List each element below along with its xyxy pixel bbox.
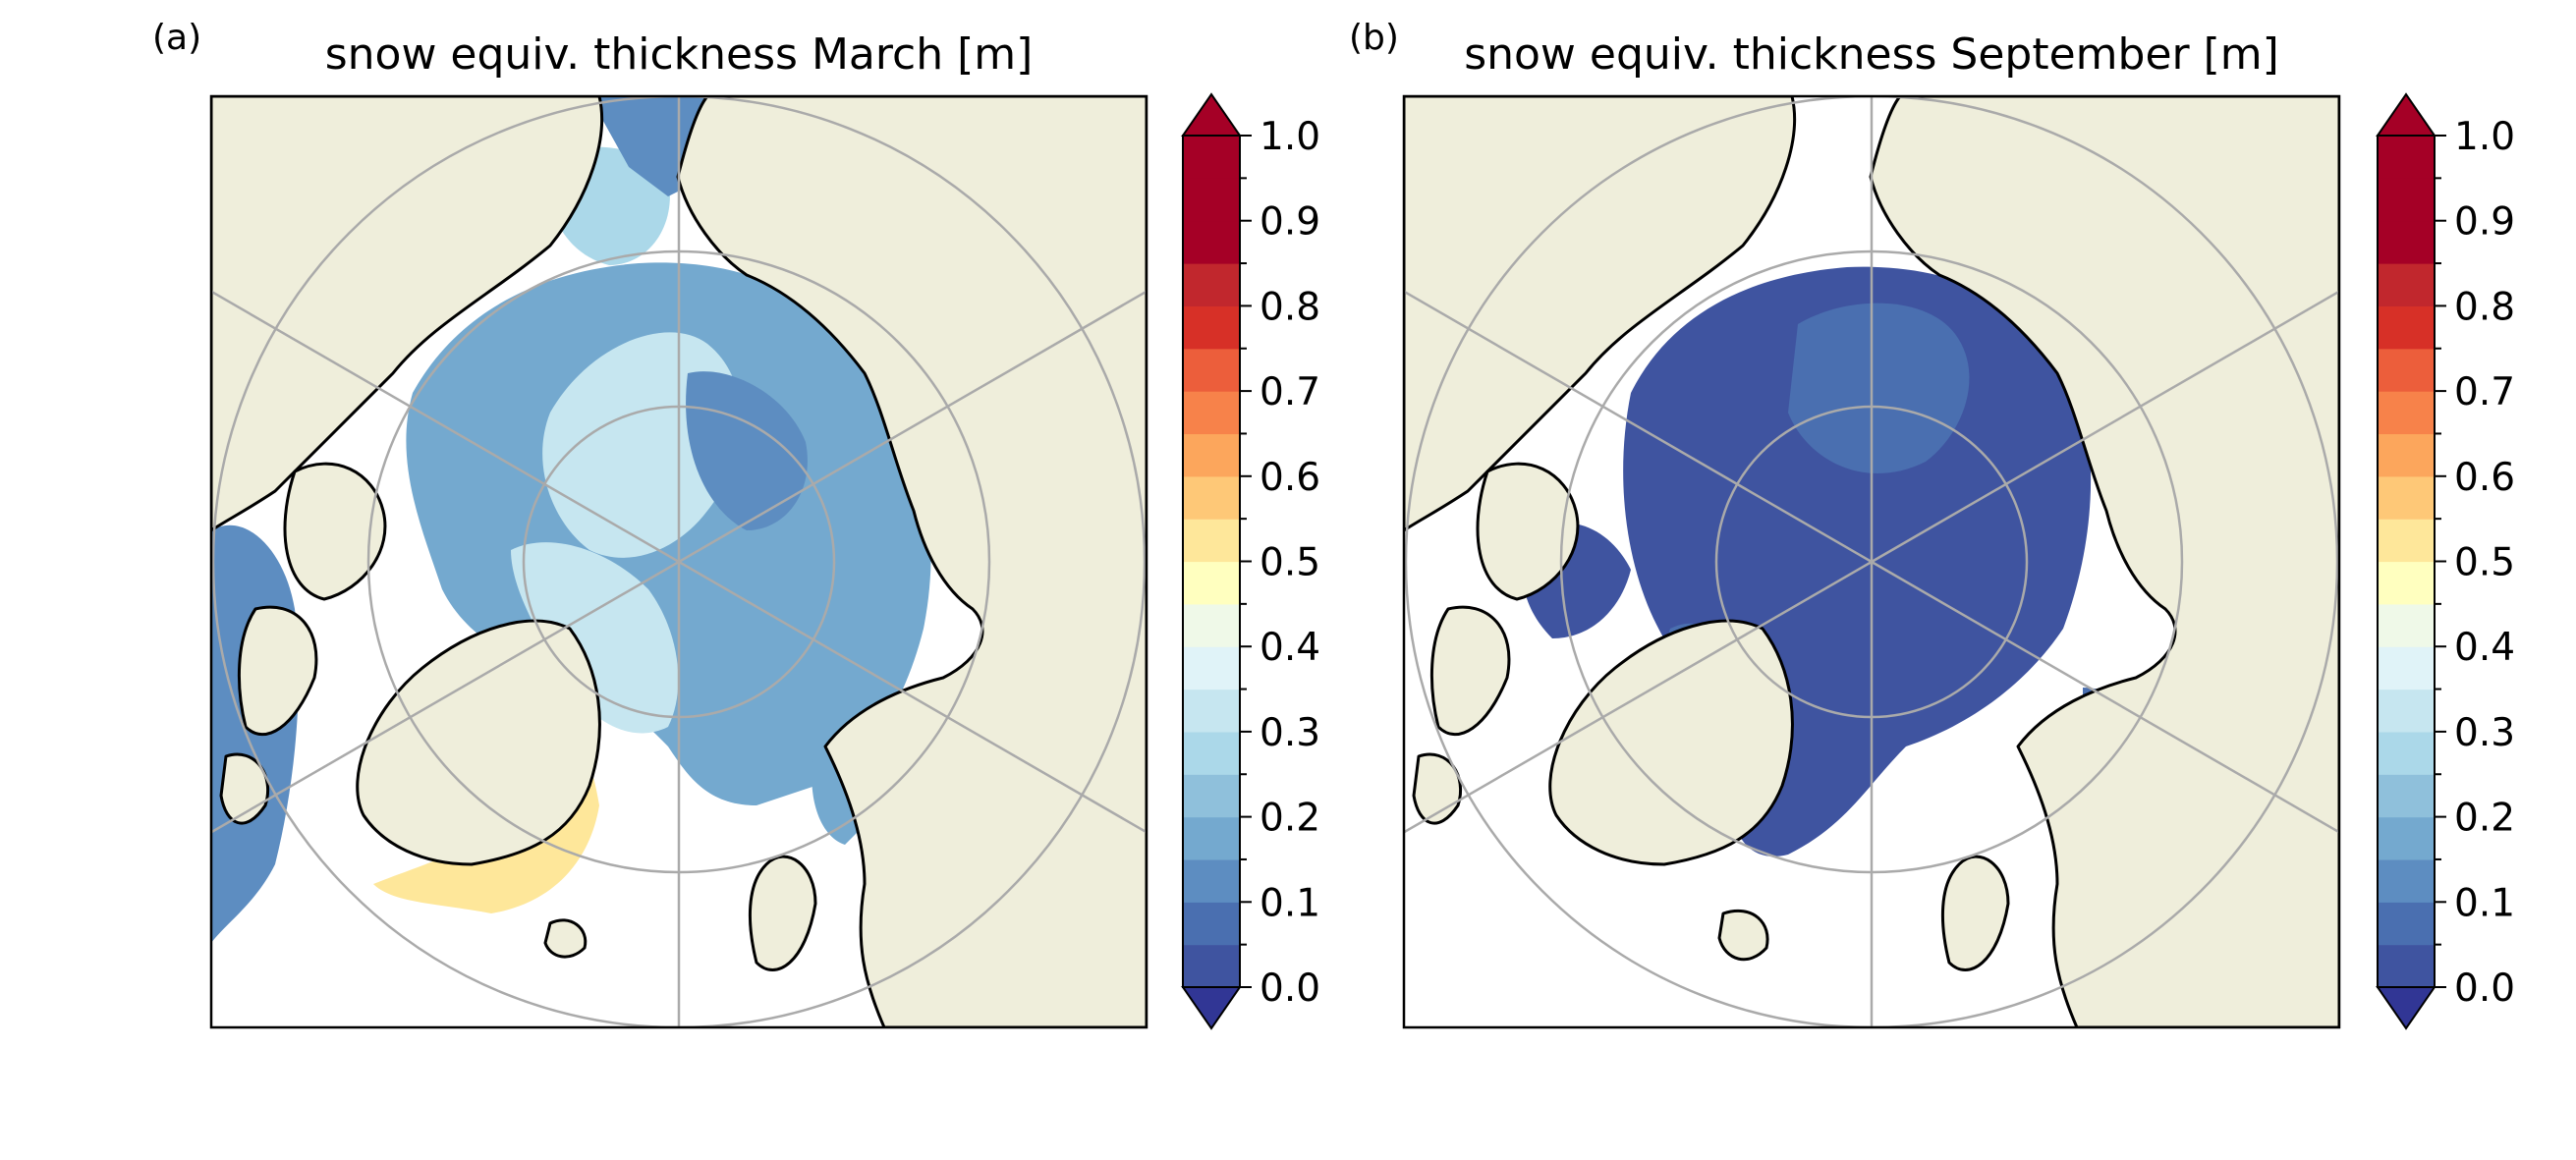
colorbar-band: [2378, 774, 2435, 818]
colorbar-band: [1183, 858, 1240, 903]
colorbar-band: [1183, 944, 1240, 988]
colorbar-tick-label: 0.9: [1260, 200, 1320, 245]
panel-a-map: [211, 96, 1147, 1027]
panel-a-colorbar-bands: [1181, 92, 1242, 1030]
colorbar-band: [2378, 902, 2435, 946]
panel-a-label: (a): [152, 18, 201, 58]
colorbar-tick-label: 0.3: [2454, 711, 2515, 755]
colorbar-tick-label: 0.6: [2454, 456, 2515, 500]
panel-b-colorbar: 0.0 0.1 0.2 0.3 0.4 0.5 0.6 0.7 0.8 0.9 1.0: [2376, 92, 2515, 1030]
colorbar-band: [1183, 646, 1240, 690]
panel-b-title: snow equiv. thickness September [m]: [1464, 29, 2279, 80]
colorbar-band: [2378, 136, 2435, 179]
colorbar-extend-max: [2376, 92, 2436, 137]
colorbar-band: [2378, 731, 2435, 775]
colorbar-tick-label: 0.6: [1260, 456, 1320, 500]
colorbar-band: [1183, 475, 1240, 520]
panel-a-colorbar: 0.0 0.1 0.2 0.3 0.4 0.5 0.6 0.7 0.8 0.9 1.0: [1181, 92, 1320, 1030]
colorbar-band: [1183, 263, 1240, 306]
colorbar-tick-label: 0.2: [1260, 797, 1320, 841]
colorbar-tick-label: 0.5: [1260, 541, 1320, 585]
colorbar-band: [1183, 816, 1240, 860]
colorbar-band: [2378, 348, 2435, 392]
colorbar-tick-label: 1.0: [1260, 115, 1320, 159]
colorbar-band: [1183, 603, 1240, 647]
panel-a-graticule: [211, 96, 1147, 1027]
colorbar-tick-label: 0.4: [1260, 626, 1320, 670]
colorbar-tick-label: 1.0: [2454, 115, 2515, 159]
panel-a: (a) snow equiv. thickness March [m]: [152, 18, 1320, 1030]
colorbar-tick-label: 0.0: [1260, 967, 1320, 1011]
colorbar-band: [2378, 305, 2435, 350]
colorbar-tick-label: 0.1: [2454, 881, 2515, 925]
colorbar-band: [2378, 944, 2435, 988]
panel-b-graticule: [1404, 96, 2339, 1027]
colorbar-band: [2378, 519, 2435, 563]
colorbar-band: [2378, 689, 2435, 733]
colorbar-band: [1183, 136, 1240, 179]
colorbar-band: [2378, 603, 2435, 647]
colorbar-band: [1183, 391, 1240, 435]
colorbar-band: [2378, 433, 2435, 477]
panel-a-colorbar-ticks: 0.0 0.1 0.2 0.3 0.4 0.5 0.6 0.7 0.8 0.9 1.0: [1240, 115, 1320, 1011]
colorbar-band: [2378, 391, 2435, 435]
colorbar-band: [1183, 689, 1240, 733]
panel-b-colorbar-bands: [2376, 92, 2436, 1030]
colorbar-band: [1183, 519, 1240, 563]
colorbar-extend-min: [2376, 986, 2436, 1030]
panel-a-title: snow equiv. thickness March [m]: [325, 29, 1034, 80]
colorbar-band: [2378, 263, 2435, 306]
colorbar-tick-label: 0.7: [1260, 370, 1320, 414]
colorbar-band: [2378, 220, 2435, 264]
colorbar-band: [1183, 348, 1240, 392]
colorbar-tick-label: 0.2: [2454, 797, 2515, 841]
colorbar-band: [1183, 178, 1240, 222]
colorbar-band: [2378, 816, 2435, 860]
colorbar-extend-max: [1181, 92, 1242, 137]
colorbar-tick-label: 0.8: [1260, 285, 1320, 329]
colorbar-tick-label: 0.5: [2454, 541, 2515, 585]
panel-b-frame: [1402, 94, 2341, 1029]
colorbar-band: [1183, 305, 1240, 350]
colorbar-band: [2378, 475, 2435, 520]
colorbar-band: [2378, 858, 2435, 903]
colorbar-band: [1183, 902, 1240, 946]
colorbar-band: [1183, 774, 1240, 818]
colorbar-tick-label: 0.4: [2454, 626, 2515, 670]
colorbar-tick-label: 0.7: [2454, 370, 2515, 414]
colorbar-extend-min: [1181, 986, 1242, 1030]
panel-a-land: [211, 96, 1147, 1027]
colorbar-tick-label: 0.0: [2454, 967, 2515, 1011]
panel-b-land: [1404, 96, 2339, 1027]
colorbar-band: [1183, 731, 1240, 775]
colorbar-band: [1183, 220, 1240, 264]
colorbar-tick-label: 0.9: [2454, 200, 2515, 245]
panel-b: (b) snow equiv. thickness September [m]: [1349, 18, 2515, 1030]
colorbar-tick-label: 0.8: [2454, 285, 2515, 329]
colorbar-band: [1183, 561, 1240, 605]
panel-b-colorbar-ticks: 0.0 0.1 0.2 0.3 0.4 0.5 0.6 0.7 0.8 0.9 1.0: [2435, 115, 2515, 1011]
colorbar-band: [2378, 646, 2435, 690]
colorbar-band: [2378, 178, 2435, 222]
panel-b-label: (b): [1349, 18, 1399, 58]
colorbar-band: [2378, 561, 2435, 605]
panel-b-map: [1404, 96, 2339, 1027]
colorbar-band: [1183, 433, 1240, 477]
panel-a-frame: [209, 94, 1148, 1029]
colorbar-tick-label: 0.3: [1260, 711, 1320, 755]
colorbar-tick-label: 0.1: [1260, 881, 1320, 925]
